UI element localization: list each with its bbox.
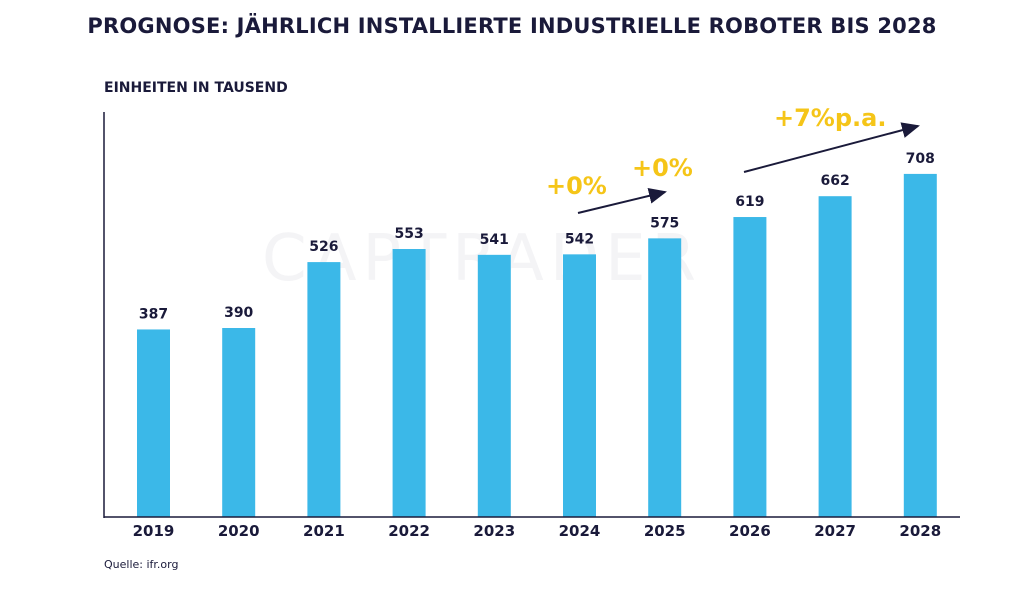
bar-2024 xyxy=(563,254,596,517)
growth-arrow-1 xyxy=(577,187,667,214)
bar-2025 xyxy=(648,238,682,518)
value-label-2026: 619 xyxy=(735,194,764,210)
x-tick-label-2023: 2023 xyxy=(473,522,515,540)
bar-2019 xyxy=(137,329,170,517)
bar-2027 xyxy=(818,196,852,517)
x-tick-label-2019: 2019 xyxy=(133,522,175,540)
growth-annotation-2: +0% xyxy=(632,154,693,182)
growth-annotation-3: +7%p.a. xyxy=(774,104,886,132)
bar-2022 xyxy=(392,249,426,517)
x-tick-label-2022: 2022 xyxy=(388,522,430,540)
value-label-2019: 387 xyxy=(139,306,168,322)
bar-2026 xyxy=(733,217,767,517)
value-label-2027: 662 xyxy=(820,173,849,189)
x-tick-label-2021: 2021 xyxy=(303,522,345,540)
x-tick-label-2026: 2026 xyxy=(729,522,771,540)
bar-2021 xyxy=(307,262,341,517)
value-label-2028: 708 xyxy=(906,151,935,167)
value-label-2023: 541 xyxy=(480,232,509,248)
bar-2028 xyxy=(903,173,937,517)
x-tick-label-2024: 2024 xyxy=(559,522,601,540)
value-label-2020: 390 xyxy=(224,305,253,321)
x-tick-label-2027: 2027 xyxy=(814,522,856,540)
y-axis-label: EINHEITEN IN TAUSEND xyxy=(104,80,288,96)
x-tick-label-2028: 2028 xyxy=(899,522,941,540)
value-label-2025: 575 xyxy=(650,215,679,231)
source-note: Quelle: ifr.org xyxy=(104,558,179,571)
value-label-2022: 553 xyxy=(394,226,423,242)
growth-arrow-2 xyxy=(743,122,920,173)
value-label-2021: 526 xyxy=(309,239,338,255)
x-tick-label-2025: 2025 xyxy=(644,522,686,540)
bar-2023 xyxy=(477,254,511,517)
bar-2020 xyxy=(222,328,256,517)
chart-title: PROGNOSE: JÄHRLICH INSTALLIERTE INDUSTRI… xyxy=(87,14,937,38)
growth-annotation-1: +0% xyxy=(546,172,607,200)
value-label-2024: 542 xyxy=(565,231,594,247)
x-tick-label-2020: 2020 xyxy=(218,522,260,540)
